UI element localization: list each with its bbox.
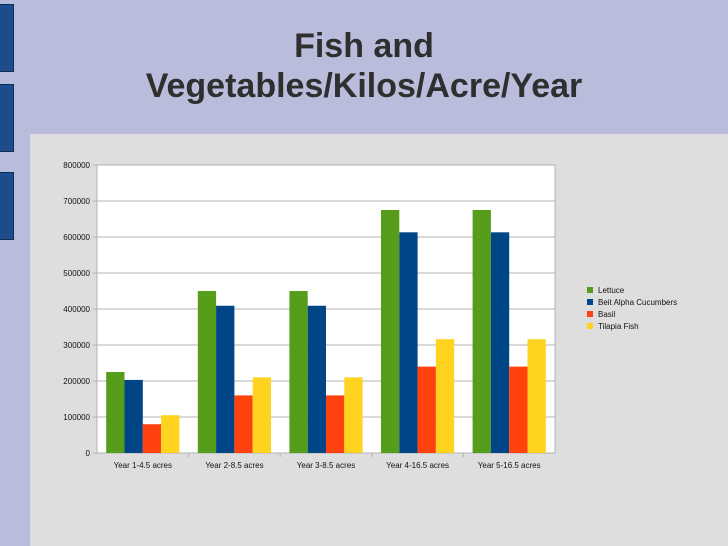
y-tick-label: 400000 xyxy=(63,305,90,314)
bar xyxy=(326,395,345,453)
bar xyxy=(399,232,418,453)
bar xyxy=(509,366,528,453)
legend-item: Beit Alpha Cucumbers xyxy=(587,296,677,308)
x-tick-label: Year 1-4.5 acres xyxy=(114,461,172,470)
bar xyxy=(289,291,308,453)
slide-tab-2 xyxy=(0,84,14,152)
legend-swatch xyxy=(587,299,593,305)
legend-swatch xyxy=(587,311,593,317)
bar xyxy=(124,379,143,453)
bar xyxy=(527,339,546,453)
x-tick-label: Year 5-16.5 acres xyxy=(478,461,541,470)
slide-tab-1 xyxy=(0,4,14,72)
y-tick-label: 0 xyxy=(86,449,91,458)
x-tick-label: Year 3-8.5 acres xyxy=(297,461,355,470)
title-line-1: Fish and xyxy=(294,27,434,65)
slide-title: Fish and Vegetables/Kilos/Acre/Year xyxy=(60,26,668,106)
bar xyxy=(234,395,253,453)
y-tick-label: 800000 xyxy=(63,161,90,170)
x-tick-label: Year 4-16.5 acres xyxy=(386,461,449,470)
y-tick-label: 100000 xyxy=(63,413,90,422)
chart-legend: Lettuce Beit Alpha Cucumbers Basil Tilapia … xyxy=(587,284,677,332)
bar xyxy=(252,377,271,453)
legend-swatch xyxy=(587,287,593,293)
y-tick-label: 300000 xyxy=(63,341,90,350)
y-tick-label: 500000 xyxy=(63,269,90,278)
bar xyxy=(197,291,217,453)
bar xyxy=(435,339,455,453)
bar xyxy=(142,424,162,453)
legend-label: Tilapia Fish xyxy=(598,321,639,331)
legend-swatch xyxy=(587,323,593,329)
bar xyxy=(417,366,436,453)
bar xyxy=(161,415,180,453)
slide-tab-3 xyxy=(0,172,14,240)
bar xyxy=(490,232,510,453)
y-tick-label: 700000 xyxy=(63,197,90,206)
legend-item: Basil xyxy=(587,308,677,320)
legend-label: Lettuce xyxy=(598,285,625,295)
bar xyxy=(344,377,363,453)
bar xyxy=(307,305,326,453)
bar xyxy=(216,305,235,453)
y-tick-label: 600000 xyxy=(63,233,90,242)
y-tick-label: 200000 xyxy=(63,377,90,386)
title-line-2: Vegetables/Kilos/Acre/Year xyxy=(145,67,583,105)
legend-item: Lettuce xyxy=(587,284,677,296)
bar xyxy=(472,210,491,453)
legend-item: Tilapia Fish xyxy=(587,320,677,332)
legend-label: Beit Alpha Cucumbers xyxy=(598,297,678,307)
bar xyxy=(381,210,400,453)
bar xyxy=(106,372,125,453)
legend-label: Basil xyxy=(598,309,616,319)
x-tick-label: Year 2-8.5 acres xyxy=(205,461,263,470)
